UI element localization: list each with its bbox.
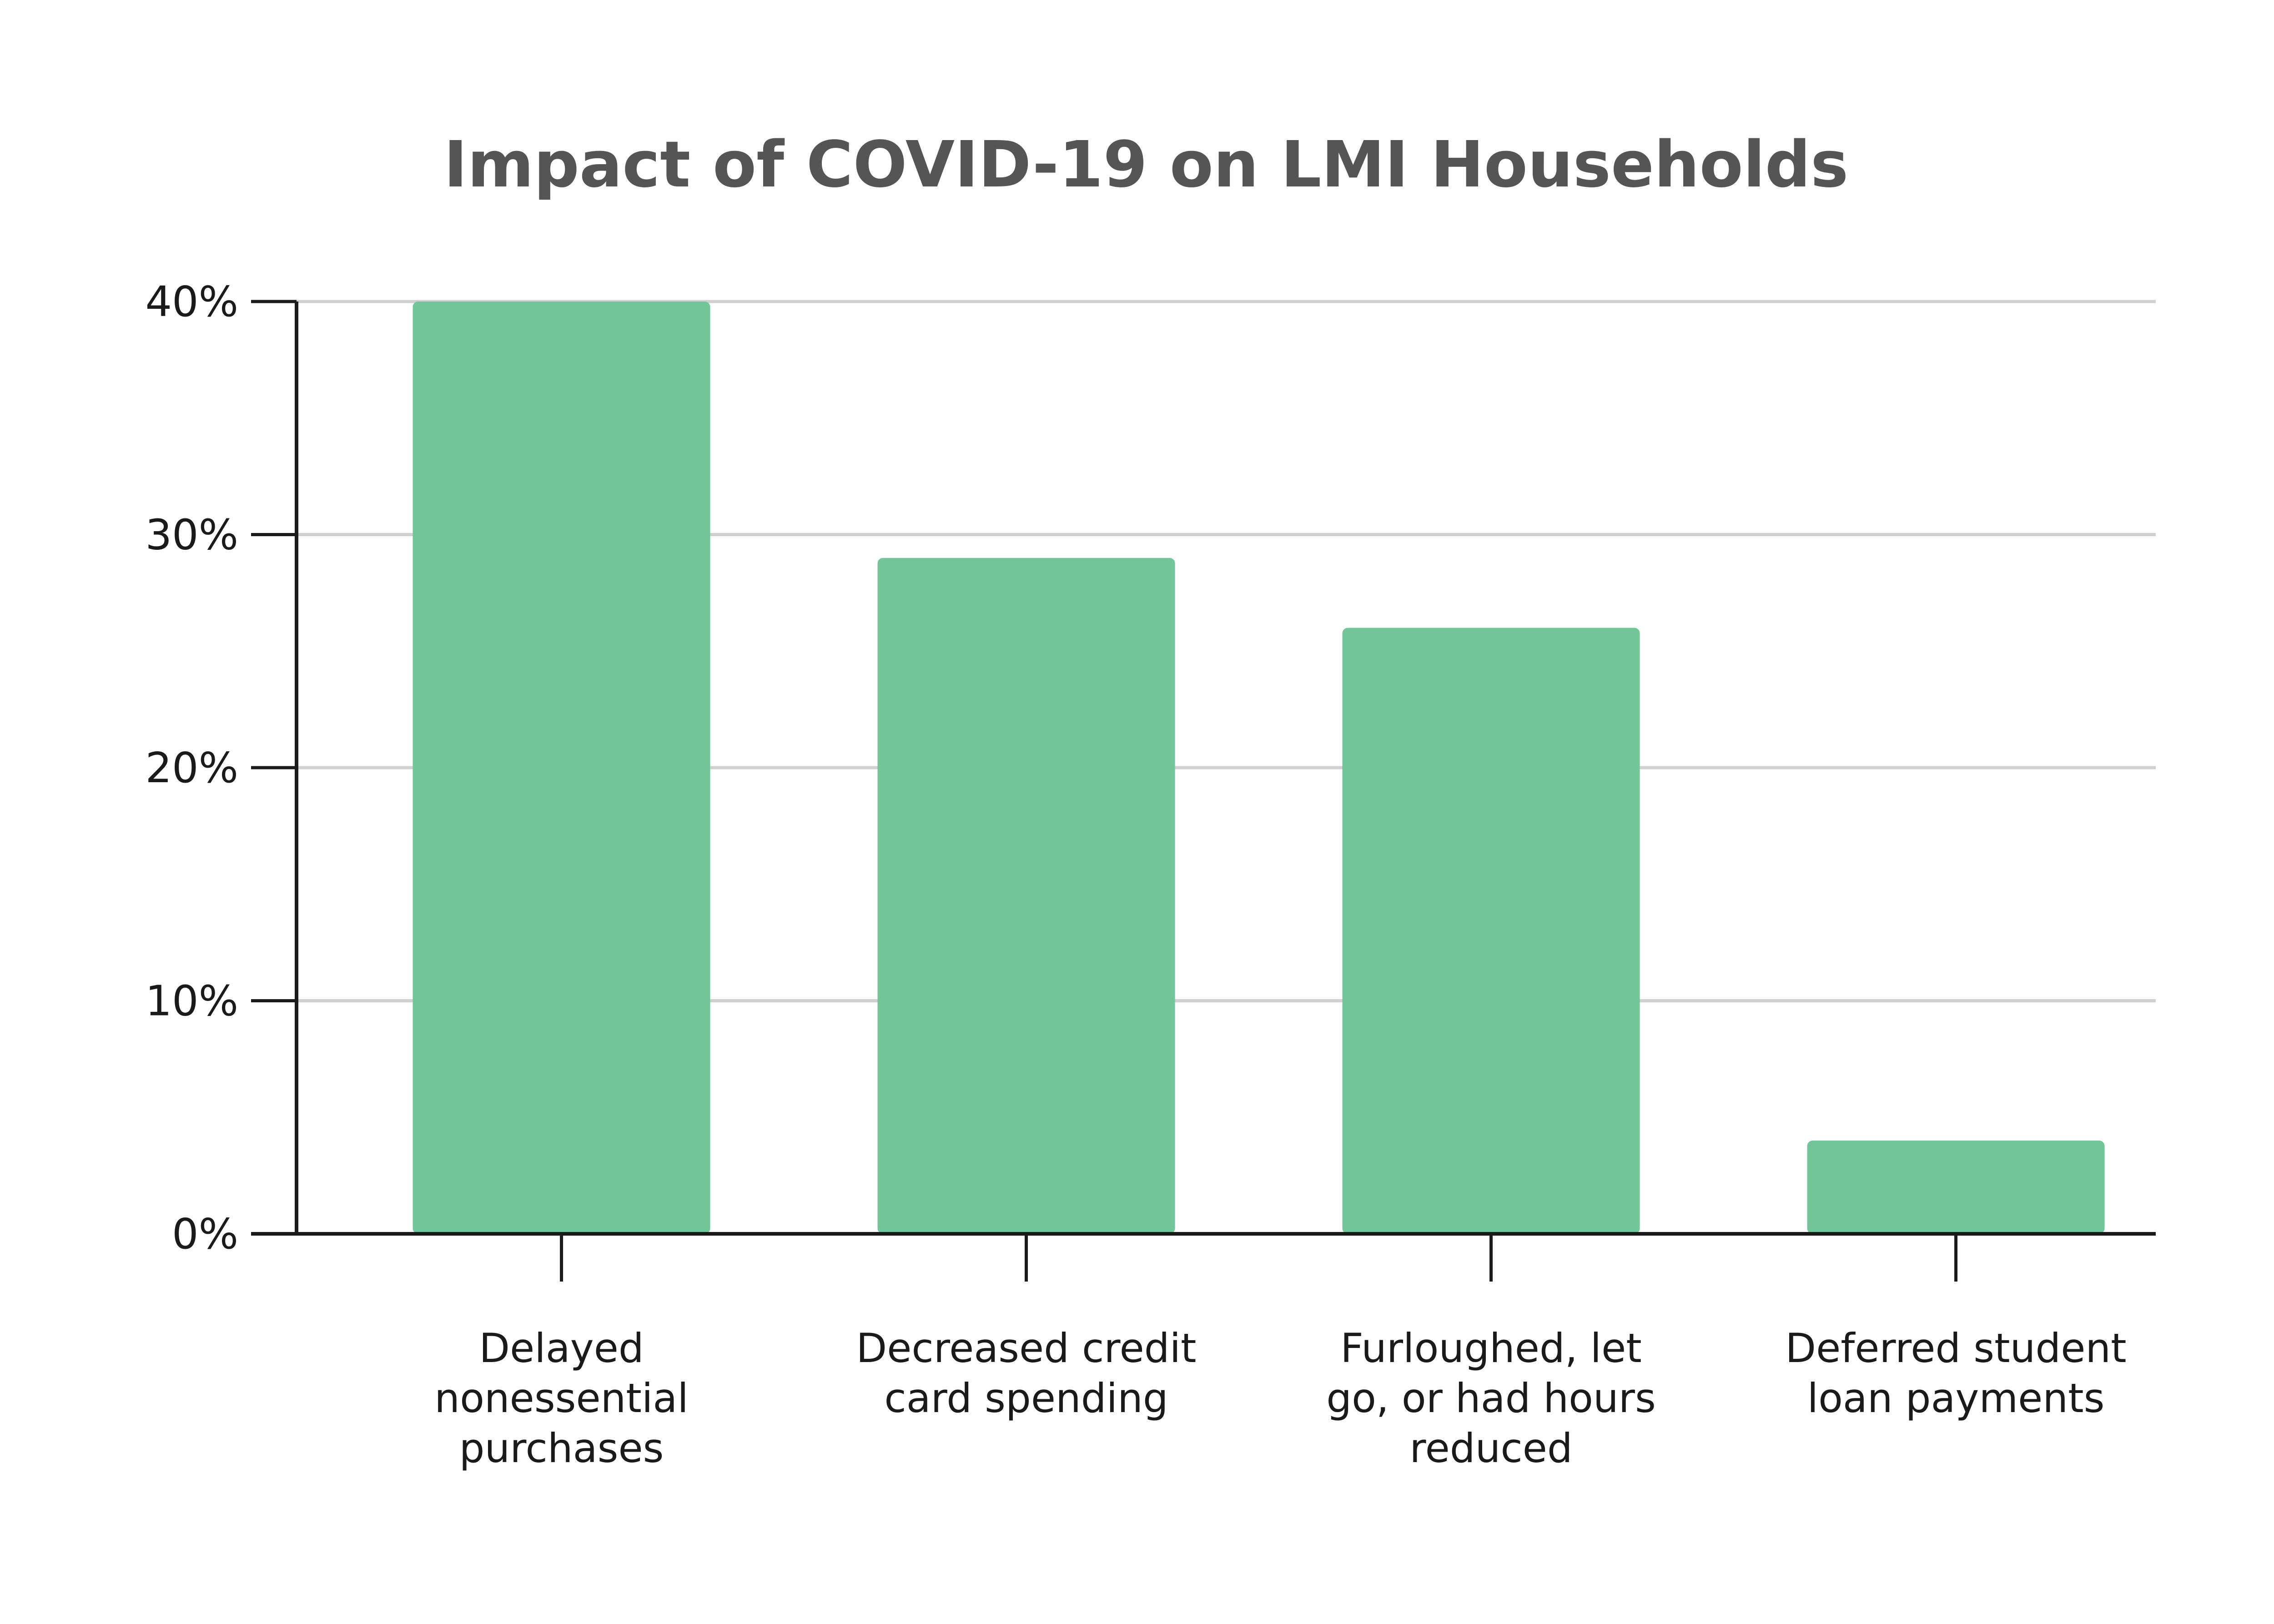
- bar: [877, 558, 1175, 1234]
- x-axis-tick-labels: Delayed nonessential purchases Decreased cr…: [434, 1325, 2126, 1472]
- x-tick-label-line: loan payments: [1807, 1375, 2105, 1422]
- y-axis-tick-labels: 0% 10% 20% 30% 40%: [146, 277, 238, 1258]
- x-tick-label-line: nonessential: [434, 1375, 688, 1422]
- bar: [413, 302, 710, 1234]
- bar: [1807, 1141, 2105, 1234]
- x-tick-label-line: Decreased credit: [856, 1325, 1197, 1372]
- x-tick-label-line: purchases: [459, 1425, 664, 1472]
- y-tick-label: 20%: [146, 744, 238, 792]
- axes: [251, 300, 2156, 1282]
- y-tick-label: 10%: [146, 977, 238, 1026]
- x-tick-label-line: go, or had hours: [1326, 1375, 1656, 1422]
- x-tick-label: Furloughed, let go, or had hours reduced: [1326, 1325, 1656, 1472]
- bar: [1342, 628, 1640, 1234]
- bars: [413, 302, 2105, 1234]
- y-tick-label: 30%: [146, 511, 238, 559]
- chart-title: Impact of COVID-19 on LMI Households: [444, 128, 1849, 202]
- x-tick-label-line: Deferred student: [1785, 1325, 2126, 1372]
- x-tick-label-line: card spending: [884, 1375, 1168, 1422]
- x-tick-label-line: Delayed: [479, 1325, 644, 1372]
- x-tick-label-line: Furloughed, let: [1340, 1325, 1642, 1372]
- y-tick-label: 40%: [146, 277, 238, 326]
- x-tick-label: Delayed nonessential purchases: [434, 1325, 688, 1472]
- y-tick-label: 0%: [172, 1210, 238, 1258]
- x-tick-label: Decreased credit card spending: [856, 1325, 1197, 1422]
- x-tick-label: Deferred student loan payments: [1785, 1325, 2126, 1422]
- x-tick-label-line: reduced: [1409, 1425, 1572, 1472]
